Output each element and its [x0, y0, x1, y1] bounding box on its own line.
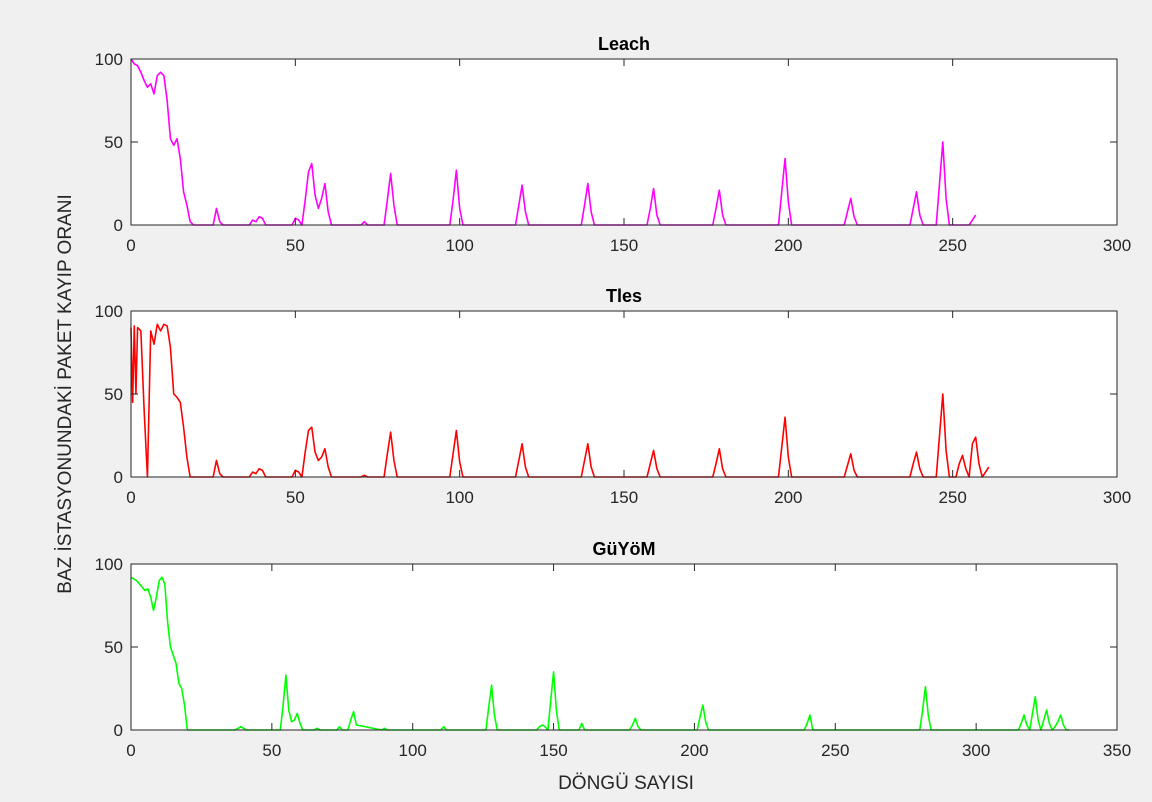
x-tick-label: 250 [821, 741, 849, 760]
subplot-title: GüYöM [593, 539, 656, 559]
x-tick-label: 300 [1103, 488, 1131, 507]
subplot-2: 0 50 100 150 200 250 300 0 50 100 Tles [95, 286, 1132, 507]
x-tick-label: 100 [445, 236, 473, 255]
x-tick-label: 0 [126, 741, 135, 760]
plot-area [131, 59, 1117, 225]
x-tick-label: 250 [938, 236, 966, 255]
subplot-1: 0 50 100 150 200 250 300 0 50 100 Leach [95, 34, 1132, 255]
x-tick-label: 50 [286, 236, 305, 255]
x-tick-label: 100 [445, 488, 473, 507]
y-tick-label: 0 [114, 468, 123, 487]
x-tick-label: 350 [1103, 741, 1131, 760]
subplot-title: Leach [598, 34, 650, 54]
x-tick-label: 150 [610, 488, 638, 507]
y-tick-label: 0 [114, 721, 123, 740]
y-tick-label: 50 [104, 638, 123, 657]
x-tick-label: 200 [774, 488, 802, 507]
y-tick-label: 0 [114, 216, 123, 235]
y-tick-label: 100 [95, 555, 123, 574]
x-tick-label: 250 [938, 488, 966, 507]
series-line [130, 58, 977, 226]
x-tick-label: 150 [610, 236, 638, 255]
x-tick-label: 50 [286, 488, 305, 507]
series-line [130, 323, 990, 478]
plot-area [131, 311, 1117, 477]
x-tick-label: 100 [399, 741, 427, 760]
y-tick-label: 100 [95, 50, 123, 69]
x-tick-label: 300 [1103, 236, 1131, 255]
subplot-3: 0 50 100 150 200 250 300 350 0 50 100 GüYöM [95, 539, 1132, 760]
x-tick-label: 300 [962, 741, 990, 760]
x-tick-label: 200 [680, 741, 708, 760]
x-tick-label: 200 [774, 236, 802, 255]
y-tick-label: 50 [104, 133, 123, 152]
x-tick-label: 0 [126, 488, 135, 507]
plot-area [131, 564, 1117, 730]
shared-y-axis-label: BAZ İSTASYONUNDAKİ PAKET KAYIP ORANI [55, 194, 76, 593]
x-tick-label: 0 [126, 236, 135, 255]
y-tick-label: 50 [104, 385, 123, 404]
subplot-title: Tles [606, 286, 642, 306]
y-tick-label: 100 [95, 302, 123, 321]
shared-x-axis-label: DÖNGÜ SAYISI [558, 773, 694, 794]
x-tick-label: 50 [262, 741, 281, 760]
series-line [130, 576, 1070, 731]
x-tick-label: 150 [539, 741, 567, 760]
